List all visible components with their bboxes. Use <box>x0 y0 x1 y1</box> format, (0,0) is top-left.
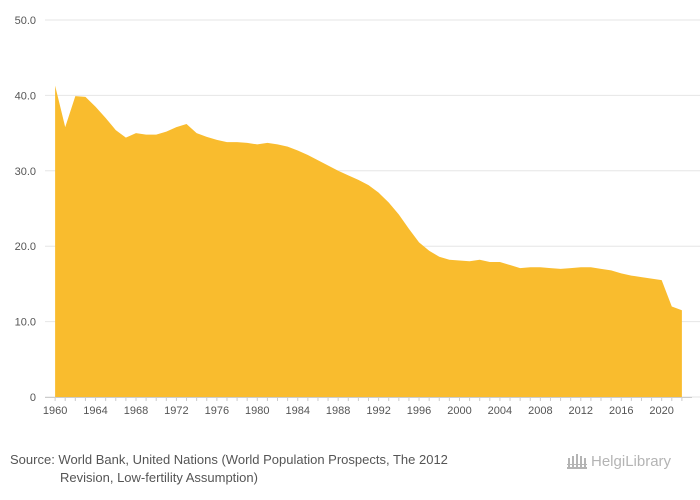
x-tick-label: 2016 <box>609 405 633 417</box>
logo-text-library: Library <box>625 452 672 470</box>
chart: 010.020.030.040.050.0 1960 1964 1968 1972 19… <box>15 15 700 417</box>
y-tick-label: 10.0 <box>15 317 36 329</box>
x-tick-label: 1960 <box>43 405 67 417</box>
x-tick-label: 2020 <box>649 405 673 417</box>
y-tick-label: 0 <box>30 392 36 404</box>
y-tick-label: 50.0 <box>15 15 36 27</box>
x-tick-label: 2000 <box>447 405 471 417</box>
source-line-1: Source: World Bank, United Nations (Worl… <box>10 452 448 467</box>
x-axis-ticks: 1960 1964 1968 1972 1976 1980 1984 1988 1992 1996… <box>43 397 692 417</box>
x-tick-label: 1964 <box>83 405 107 417</box>
source-note: Source: World Bank, United Nations (Worl… <box>10 451 510 487</box>
logo-text-helgi: Helgi <box>591 452 626 470</box>
area-fill <box>55 85 682 397</box>
source-line-2: Revision, Low-fertility Assumption) <box>60 470 258 485</box>
helgilibrary-logo: Helgi Library <box>566 450 671 472</box>
x-tick-label: 1972 <box>164 405 188 417</box>
series-area <box>55 85 682 397</box>
x-tick-label: 1968 <box>124 405 148 417</box>
library-building-icon <box>567 454 587 469</box>
x-tick-label: 1984 <box>285 405 309 417</box>
x-tick-label: 1992 <box>366 405 390 417</box>
x-tick-label: 1996 <box>407 405 431 417</box>
x-tick-label: 2012 <box>569 405 593 417</box>
x-tick-label: 2004 <box>488 405 512 417</box>
x-tick-label: 1988 <box>326 405 350 417</box>
y-tick-label: 30.0 <box>15 166 36 178</box>
y-axis-ticks: 0 10.0 20.0 30.0 40.0 50.0 <box>15 15 36 404</box>
y-tick-label: 20.0 <box>15 241 36 253</box>
y-tick-label: 40.0 <box>15 90 36 102</box>
x-tick-label: 2008 <box>528 405 552 417</box>
x-tick-label: 1976 <box>205 405 229 417</box>
x-tick-label: 1980 <box>245 405 269 417</box>
